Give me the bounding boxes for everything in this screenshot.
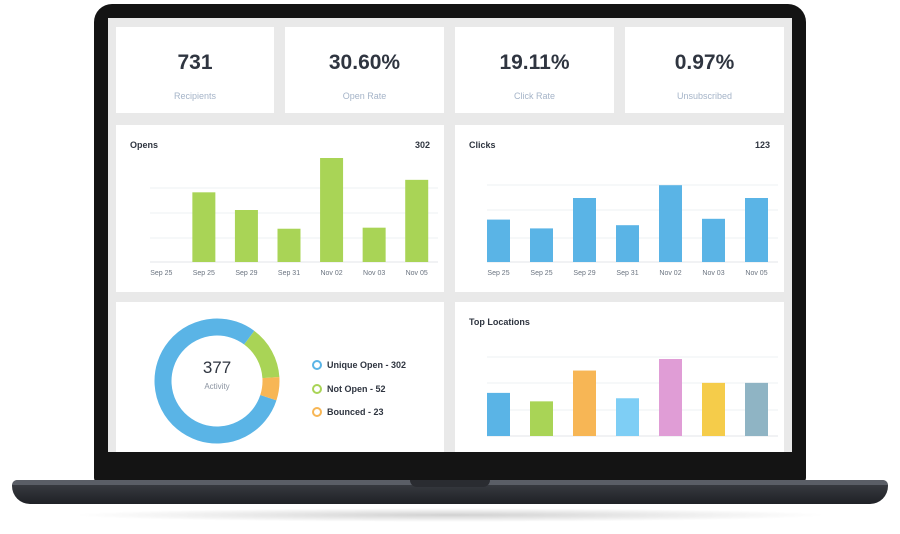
bar: [702, 218, 725, 262]
stat-card-recipients: 731 Recipients: [116, 27, 274, 113]
bar: [745, 198, 768, 262]
opens-chart-total: 302: [414, 140, 430, 150]
laptop-notch: [410, 480, 490, 487]
bar: [234, 210, 258, 262]
x-tick-label: Sep 25: [530, 270, 552, 277]
bar: [362, 227, 386, 262]
bar: [616, 225, 639, 262]
bar: [487, 219, 510, 262]
x-tick-label: Sep 31: [278, 270, 300, 277]
stat-value: 0.97%: [674, 51, 735, 74]
bar: [277, 228, 301, 262]
top-locations-bar-chart: [487, 356, 778, 437]
stat-card-open-rate: 30.60% Open Rate: [285, 27, 444, 113]
x-tick-label: Nov 05: [406, 270, 428, 277]
stat-card-click-rate: 19.11% Click Rate: [455, 27, 614, 113]
top-locations-title: Top Locations: [469, 317, 530, 327]
x-tick-label: Sep 31: [616, 270, 638, 277]
legend-dot: [312, 407, 322, 417]
x-tick-label: Sep 29: [235, 270, 257, 277]
clicks-chart-total: 123: [754, 140, 770, 150]
donut-segment: [154, 318, 280, 444]
legend-dot: [312, 360, 322, 370]
legend-label: Unique Open - 302: [327, 360, 407, 370]
x-tick-label: Sep 25: [150, 270, 172, 277]
x-tick-label: Sep 25: [487, 270, 509, 277]
activity-value: 377: [202, 358, 232, 377]
legend-item-unique-open: Unique Open - 302: [312, 360, 406, 370]
bar: [405, 179, 429, 262]
activity-donut-chart: [154, 318, 280, 444]
bar: [487, 392, 510, 436]
bar: [573, 198, 596, 262]
bar: [659, 359, 682, 436]
opens-chart-title: Opens: [130, 140, 159, 150]
bar: [702, 382, 725, 436]
legend-label: Not Open - 52: [327, 384, 386, 394]
activity-label: Activity: [204, 382, 230, 391]
stat-value: 30.60%: [328, 51, 401, 74]
x-tick-label: Nov 05: [745, 270, 767, 277]
bar: [192, 192, 216, 262]
bar: [530, 228, 553, 262]
top-locations-card: Top Locations: [455, 302, 784, 452]
donut-center: 377 Activity: [157, 358, 277, 391]
activity-card: 377 Activity Unique Open - 302 Not Open …: [116, 302, 444, 452]
legend-dot: [312, 384, 322, 394]
bar: [616, 398, 639, 436]
bar: [530, 401, 553, 436]
clicks-chart-card: Clicks 123 Sep 25 Sep 25 Sep 29 Sep 31 Nov 0…: [455, 125, 784, 292]
stat-value: 19.11%: [499, 51, 570, 74]
x-tick-label: Nov 02: [659, 270, 681, 277]
legend-item-not-open: Not Open - 52: [312, 384, 386, 394]
stat-label: Click Rate: [513, 91, 555, 101]
legend-label: Bounced - 23: [327, 407, 384, 417]
laptop-shadow: [70, 508, 830, 522]
stat-label: Open Rate: [342, 91, 387, 101]
x-tick-label: Sep 25: [193, 270, 215, 277]
x-tick-label: Sep 29: [573, 270, 595, 277]
stat-value: 731: [177, 51, 213, 74]
legend-item-bounced: Bounced - 23: [312, 407, 384, 417]
opens-chart-card: Opens 302 Sep 25 Sep 25 Sep 29 Sep 31 Nov 02…: [116, 125, 444, 292]
x-tick-label: Nov 02: [320, 270, 342, 277]
bar: [745, 382, 768, 436]
stat-label: Unsubscribed: [676, 91, 733, 101]
x-tick-label: Nov 03: [702, 270, 724, 277]
bar: [320, 158, 344, 262]
stat-label: Recipients: [173, 91, 217, 101]
laptop-base: [12, 480, 888, 504]
dashboard-screen: 731 Recipients 30.60% Open Rate 19.11% C…: [108, 18, 792, 452]
clicks-bar-chart: Sep 25 Sep 25 Sep 29 Sep 31 Nov 02 Nov 03 Nov …: [487, 184, 778, 277]
bar: [659, 185, 682, 262]
clicks-chart-title: Clicks: [469, 140, 496, 150]
bar: [573, 370, 596, 436]
opens-bar-chart: Sep 25 Sep 25 Sep 29 Sep 31 Nov 02 Nov 03 Nov …: [150, 158, 438, 277]
stat-card-unsubscribed: 0.97% Unsubscribed: [625, 27, 784, 113]
x-tick-label: Nov 03: [363, 270, 385, 277]
